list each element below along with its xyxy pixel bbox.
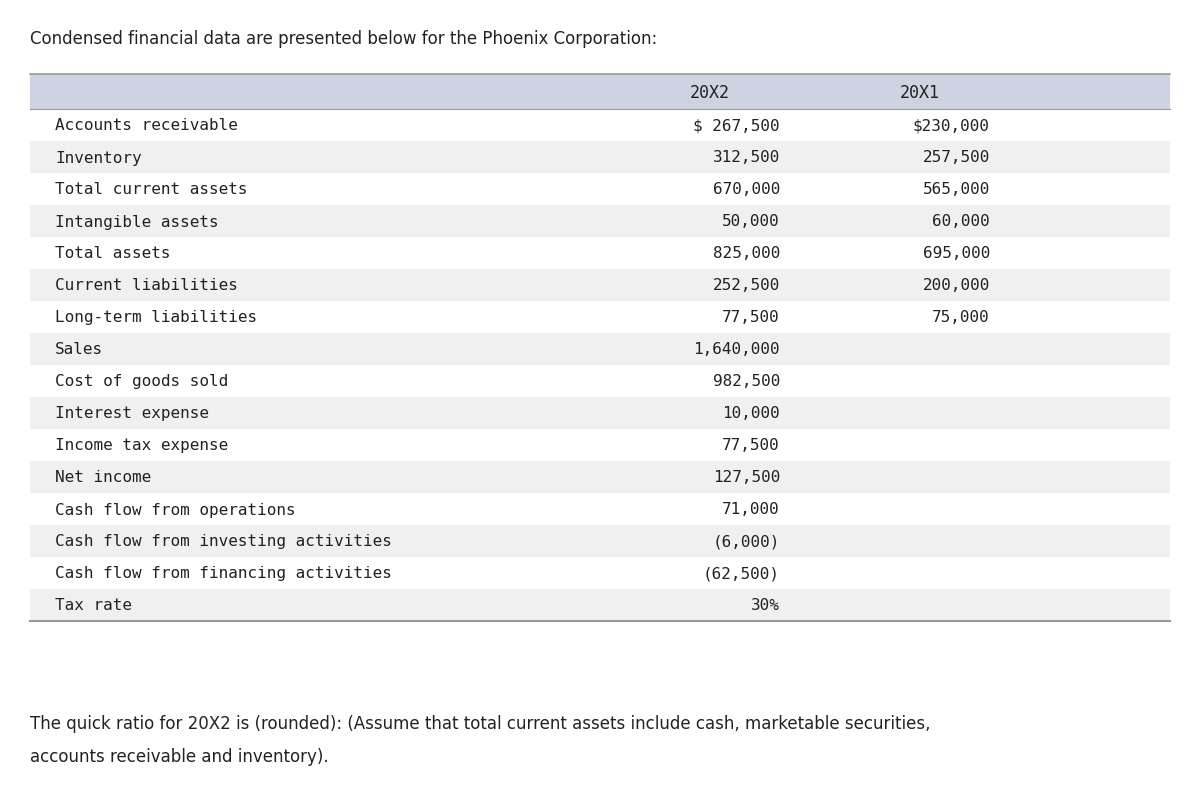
Text: 200,000: 200,000 — [923, 278, 990, 293]
Bar — [30, 75, 1170, 110]
Text: (62,500): (62,500) — [703, 566, 780, 581]
Text: 60,000: 60,000 — [932, 214, 990, 229]
Text: 252,500: 252,500 — [713, 278, 780, 293]
Text: Cash flow from operations: Cash flow from operations — [55, 502, 295, 517]
Text: Sales: Sales — [55, 342, 103, 357]
Text: 77,500: 77,500 — [722, 438, 780, 453]
Text: Condensed financial data are presented below for the Phoenix Corporation:: Condensed financial data are presented b… — [30, 30, 658, 48]
Text: 77,500: 77,500 — [722, 310, 780, 325]
Text: 825,000: 825,000 — [713, 247, 780, 261]
Text: 127,500: 127,500 — [713, 470, 780, 485]
Text: 1,640,000: 1,640,000 — [694, 342, 780, 357]
Text: Interest expense: Interest expense — [55, 406, 209, 421]
Text: $ 267,500: $ 267,500 — [694, 118, 780, 133]
Bar — [30, 142, 1170, 173]
Text: 982,500: 982,500 — [713, 374, 780, 389]
Text: accounts receivable and inventory).: accounts receivable and inventory). — [30, 747, 329, 765]
Bar — [30, 333, 1170, 365]
Bar — [30, 206, 1170, 238]
Bar — [30, 430, 1170, 462]
Text: Net income: Net income — [55, 470, 151, 485]
Text: Intangible assets: Intangible assets — [55, 214, 218, 229]
Text: 20X1: 20X1 — [900, 84, 940, 101]
Text: The quick ratio for 20X2 is (rounded): (Assume that total current assets include: The quick ratio for 20X2 is (rounded): (… — [30, 714, 930, 732]
Text: Income tax expense: Income tax expense — [55, 438, 228, 453]
Bar — [30, 110, 1170, 142]
Text: (6,000): (6,000) — [713, 534, 780, 548]
Bar — [30, 302, 1170, 333]
Text: 257,500: 257,500 — [923, 150, 990, 165]
Bar — [30, 238, 1170, 270]
Text: 75,000: 75,000 — [932, 310, 990, 325]
Text: 71,000: 71,000 — [722, 502, 780, 517]
Text: Cost of goods sold: Cost of goods sold — [55, 374, 228, 389]
Text: $230,000: $230,000 — [913, 118, 990, 133]
Bar — [30, 397, 1170, 430]
Bar — [30, 173, 1170, 206]
Bar — [30, 589, 1170, 622]
Text: Total assets: Total assets — [55, 247, 170, 261]
Text: Current liabilities: Current liabilities — [55, 278, 238, 293]
Bar — [30, 270, 1170, 302]
Text: 312,500: 312,500 — [713, 150, 780, 165]
Text: Cash flow from financing activities: Cash flow from financing activities — [55, 566, 392, 581]
Bar — [30, 525, 1170, 557]
Text: Tax rate: Tax rate — [55, 597, 132, 613]
Bar — [30, 493, 1170, 525]
Text: Inventory: Inventory — [55, 150, 142, 165]
Bar — [30, 462, 1170, 493]
Bar — [30, 365, 1170, 397]
Text: 20X2: 20X2 — [690, 84, 730, 101]
Text: 695,000: 695,000 — [923, 247, 990, 261]
Text: 30%: 30% — [751, 597, 780, 613]
Text: Cash flow from investing activities: Cash flow from investing activities — [55, 534, 392, 548]
Bar — [30, 557, 1170, 589]
Text: Long-term liabilities: Long-term liabilities — [55, 310, 257, 325]
Text: 10,000: 10,000 — [722, 406, 780, 421]
Text: 670,000: 670,000 — [713, 182, 780, 198]
Text: 50,000: 50,000 — [722, 214, 780, 229]
Text: Total current assets: Total current assets — [55, 182, 247, 198]
Text: 565,000: 565,000 — [923, 182, 990, 198]
Text: Accounts receivable: Accounts receivable — [55, 118, 238, 133]
